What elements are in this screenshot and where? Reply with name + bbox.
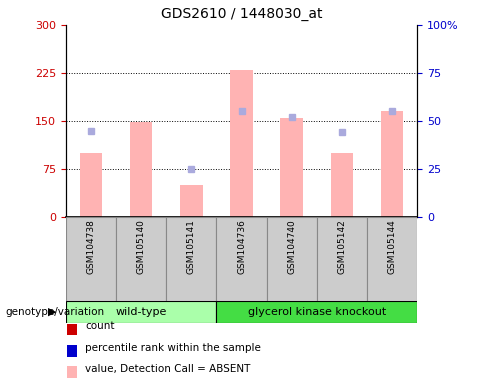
Bar	[381, 111, 404, 217]
Text: GSM105140: GSM105140	[137, 220, 146, 275]
Text: GSM104740: GSM104740	[287, 220, 296, 274]
Text: count: count	[85, 321, 115, 331]
Text: ▶: ▶	[48, 307, 56, 317]
Bar	[180, 185, 203, 217]
Bar	[217, 301, 417, 323]
Text: value, Detection Call = ABSENT: value, Detection Call = ABSENT	[85, 364, 251, 374]
Title: GDS2610 / 1448030_at: GDS2610 / 1448030_at	[161, 7, 322, 21]
Bar	[317, 217, 367, 301]
Bar	[331, 153, 353, 217]
Bar	[281, 118, 303, 217]
Bar	[66, 217, 116, 301]
Text: GSM105144: GSM105144	[387, 220, 397, 274]
Text: glycerol kinase knockout: glycerol kinase knockout	[248, 307, 386, 317]
Text: genotype/variation: genotype/variation	[5, 307, 104, 317]
Bar	[80, 153, 102, 217]
Bar	[67, 324, 77, 336]
Bar	[217, 217, 266, 301]
Bar	[230, 70, 253, 217]
Text: GSM105142: GSM105142	[337, 220, 346, 274]
Bar	[166, 217, 217, 301]
Bar	[367, 217, 417, 301]
Bar	[67, 345, 77, 357]
Bar	[66, 301, 217, 323]
Bar	[266, 217, 317, 301]
Text: GSM105141: GSM105141	[187, 220, 196, 275]
Bar	[116, 217, 166, 301]
Text: wild-type: wild-type	[116, 307, 167, 317]
Text: GSM104738: GSM104738	[86, 220, 96, 275]
Bar	[130, 122, 152, 217]
Text: percentile rank within the sample: percentile rank within the sample	[85, 343, 261, 353]
Text: GSM104736: GSM104736	[237, 220, 246, 275]
Bar	[67, 366, 77, 378]
